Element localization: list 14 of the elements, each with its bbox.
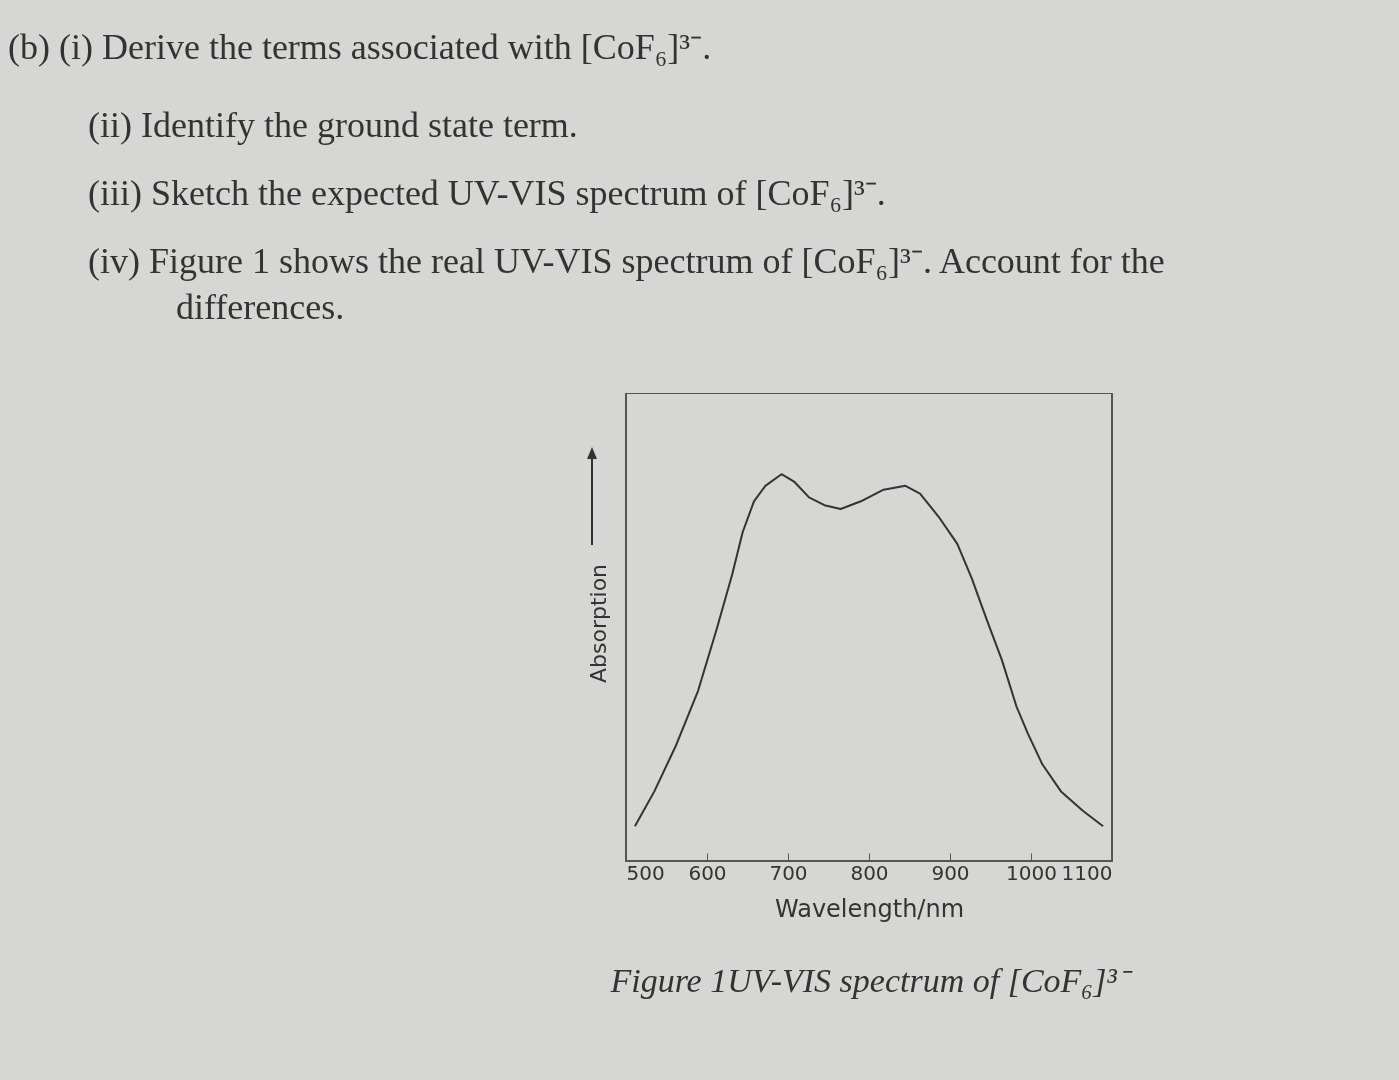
x-tick-label: 600	[688, 860, 727, 885]
text: Figure 1UV-VIS spectrum of [CoF₆]³⁻	[609, 962, 1133, 999]
x-tick-label: 800	[850, 860, 889, 885]
x-tick-label: 500	[626, 860, 665, 885]
text: (ii) Identify the ground state term.	[88, 104, 579, 147]
y-axis-title: Absorption	[585, 563, 611, 684]
x-tick-label: 1000	[1006, 860, 1057, 885]
x-tick-label: 900	[931, 860, 970, 885]
text: (iii) Sketch the expected UV-VIS spectrum of [CoF₆]³⁻.	[88, 172, 887, 215]
x-tick-label: 700	[769, 860, 808, 885]
text: (iv) Figure 1 shows the real UV-VIS spectrum of [CoF₆]³⁻. Account for the differences.	[88, 240, 1166, 329]
x-tick-label: 1100	[1061, 860, 1113, 885]
x-axis-title: Wavelength/nm	[774, 894, 965, 923]
text: (b) (i) Derive the terms associated with [CoF₆]³⁻.	[8, 26, 713, 69]
